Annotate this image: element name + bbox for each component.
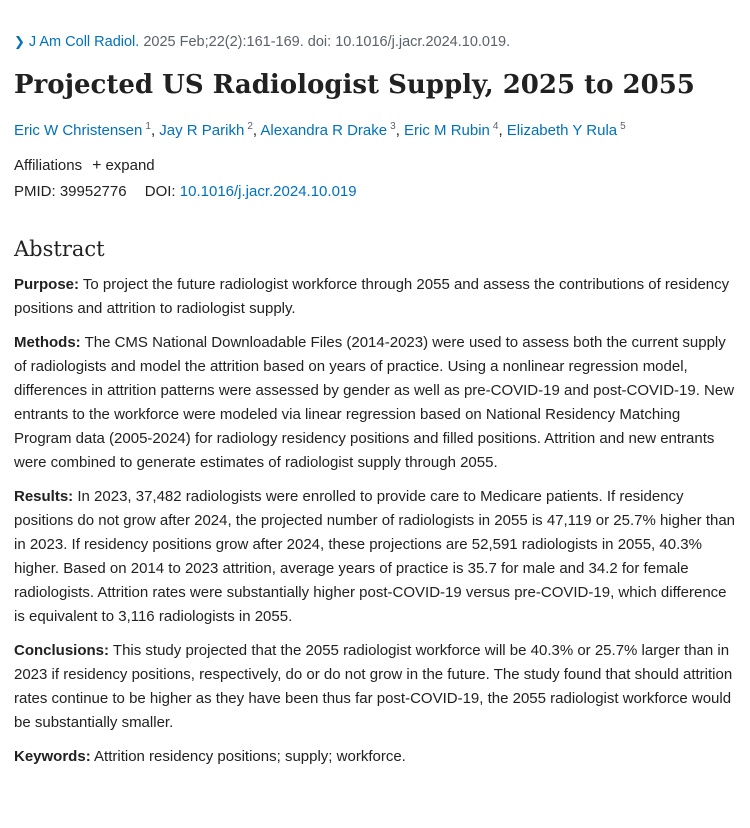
author-affiliation-number: 3 bbox=[390, 121, 396, 132]
section-text: This study projected that the 2055 radio… bbox=[14, 642, 733, 731]
author-affiliation-number: 2 bbox=[247, 121, 253, 132]
section-label: Results: bbox=[14, 488, 74, 505]
section-text: The CMS National Downloadable Files (201… bbox=[14, 334, 735, 471]
abstract-section: Methods: The CMS National Downloadable F… bbox=[14, 331, 736, 475]
author-link[interactable]: Alexandra R Drake bbox=[260, 122, 388, 139]
section-text: In 2023, 37,482 radiologists were enroll… bbox=[14, 488, 736, 625]
identifiers: PMID: 39952776 DOI: 10.1016/j.jacr.2024.… bbox=[14, 181, 736, 203]
abstract-section: Conclusions: This study projected that t… bbox=[14, 639, 736, 735]
pmid-label: PMID: bbox=[14, 183, 56, 200]
affiliations: Affiliations + expand bbox=[14, 155, 736, 177]
abstract-heading: Abstract bbox=[14, 237, 105, 261]
abstract-section: Purpose: To project the future radiologi… bbox=[14, 273, 736, 321]
article: ❯ J Am Coll Radiol. 2025 Feb;22(2):161-16… bbox=[0, 32, 750, 769]
section-label: Methods: bbox=[14, 334, 81, 351]
section-label: Purpose: bbox=[14, 276, 80, 293]
author-affiliation-number: 4 bbox=[492, 121, 499, 132]
author-link[interactable]: Elizabeth Y Rula bbox=[506, 122, 618, 139]
doi-link[interactable]: 10.1016/j.jacr.2024.10.019 bbox=[179, 183, 357, 200]
abstract-body: Purpose: To project the future radiologi… bbox=[14, 273, 736, 735]
doi-label: DOI: bbox=[144, 183, 176, 200]
abstract-section: Results: In 2023, 37,482 radiologists we… bbox=[14, 485, 736, 629]
author-link[interactable]: Eric M Rubin bbox=[404, 122, 490, 139]
section-label: Conclusions: bbox=[14, 642, 110, 659]
citation-details: 2025 Feb;22(2):161-169. doi: 10.1016/j.j… bbox=[143, 34, 511, 50]
journal-link[interactable]: J Am Coll Radiol. bbox=[28, 34, 140, 50]
expand-button[interactable]: expand bbox=[105, 157, 155, 174]
citation: ❯ J Am Coll Radiol. 2025 Feb;22(2):161-16… bbox=[14, 32, 736, 52]
author-link[interactable]: Jay R Parikh bbox=[159, 122, 245, 139]
pmid: 39952776 bbox=[59, 183, 127, 200]
article-title: Projected US Radiologist Supply, 2025 to… bbox=[14, 70, 695, 100]
author-affiliation-number: 1 bbox=[145, 121, 151, 132]
plus-icon[interactable]: + bbox=[92, 157, 102, 174]
author-link[interactable]: Eric W Christensen bbox=[14, 122, 143, 139]
author-affiliation-number: 5 bbox=[620, 121, 626, 132]
chevron-icon: ❯ bbox=[14, 34, 25, 49]
keywords-label: Keywords: bbox=[14, 748, 91, 765]
author-list: Eric W Christensen 1, Jay R Parikh 2, Alex… bbox=[14, 121, 626, 139]
section-text: To project the future radiologist workfo… bbox=[14, 276, 730, 317]
page-body: ❯ J Am Coll Radiol. 2025 Feb;22(2):161-16… bbox=[0, 32, 750, 828]
keywords: Keywords: Attrition residency positions;… bbox=[14, 745, 736, 769]
affiliations-label: Affiliations bbox=[14, 157, 83, 174]
keywords-text: Attrition residency positions; supply; w… bbox=[94, 748, 406, 765]
